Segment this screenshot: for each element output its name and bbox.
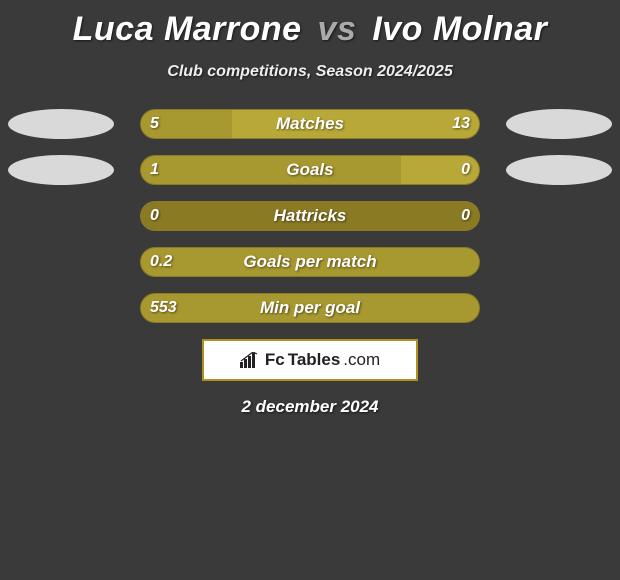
- comparison-title: Luca Marrone vs Ivo Molnar: [0, 0, 620, 49]
- date-text: 2 december 2024: [0, 397, 620, 417]
- left-value: 5: [150, 109, 159, 139]
- left-value: 0.2: [150, 247, 172, 277]
- stat-row: 553 Min per goal: [0, 293, 620, 323]
- right-value: 0: [461, 201, 470, 231]
- metric-label: Min per goal: [260, 293, 360, 323]
- fctables-logo[interactable]: FcTables.com: [202, 339, 418, 381]
- subtitle: Club competitions, Season 2024/2025: [0, 63, 620, 81]
- stat-row: 0.2 Goals per match: [0, 247, 620, 277]
- right-value: 13: [452, 109, 470, 139]
- stat-row: 5 13 Matches: [0, 109, 620, 139]
- stat-row: 0 0 Hattricks: [0, 201, 620, 231]
- metric-label: Hattricks: [274, 201, 347, 231]
- metric-label: Goals: [286, 155, 333, 185]
- vs-text: vs: [318, 10, 357, 48]
- bar-left-fill: [141, 156, 401, 184]
- metric-label: Goals per match: [243, 247, 376, 277]
- left-value: 1: [150, 155, 159, 185]
- logo-tables: Tables: [288, 350, 341, 370]
- player1-marker: [8, 109, 114, 139]
- left-value: 0: [150, 201, 159, 231]
- bar-right-fill: [232, 110, 479, 138]
- stat-row: 1 0 Goals: [0, 155, 620, 185]
- logo-fc: Fc: [265, 350, 285, 370]
- player2-marker: [506, 155, 612, 185]
- stats-rows: 5 13 Matches 1 0 Goals 0 0 Hattricks 0.2 Goals per…: [0, 109, 620, 323]
- player2-marker: [506, 109, 612, 139]
- bars-icon: [240, 352, 262, 368]
- player1-name: Luca Marrone: [73, 10, 302, 48]
- logo-text: FcTables.com: [240, 350, 380, 370]
- metric-label: Matches: [276, 109, 344, 139]
- player1-marker: [8, 155, 114, 185]
- right-value: 0: [461, 155, 470, 185]
- logo-com: .com: [343, 350, 380, 370]
- player2-name: Ivo Molnar: [372, 10, 547, 48]
- left-value: 553: [150, 293, 177, 323]
